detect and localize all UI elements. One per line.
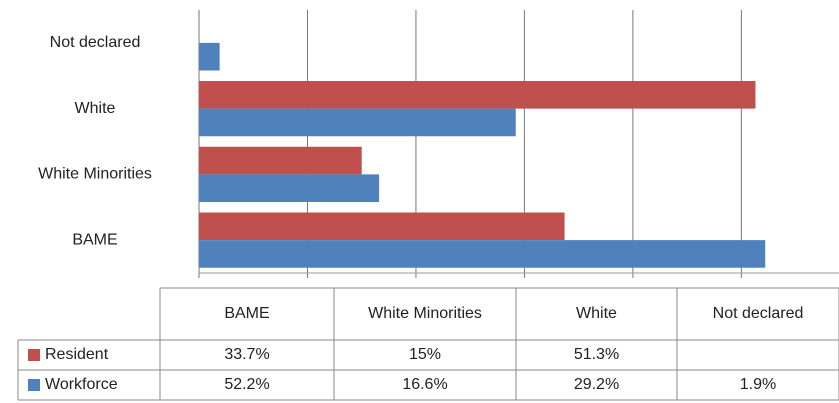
y-tick-label: Not declared <box>50 34 141 51</box>
table-value: 29.2% <box>574 376 619 393</box>
table-header: White Minorities <box>368 305 482 322</box>
bar <box>199 81 756 109</box>
table-header: BAME <box>224 305 270 322</box>
bar <box>199 240 766 268</box>
y-tick-label: White <box>75 100 116 117</box>
legend-label: Workforce <box>45 376 118 393</box>
table-header-text: White <box>576 305 617 322</box>
bar <box>199 108 516 137</box>
y-tick-label: White Minorities <box>38 166 152 183</box>
table-value: 33.7% <box>224 346 269 363</box>
table-header-text: White Minorities <box>368 305 482 322</box>
legend-swatch <box>28 379 40 391</box>
bar <box>199 42 220 71</box>
y-tick-label: BAME <box>72 231 117 248</box>
table-header-text: BAME <box>224 305 270 322</box>
table-header-text: Not declared <box>712 305 804 322</box>
table-header: Not declared <box>712 305 804 322</box>
bar <box>199 174 380 202</box>
table-value: 15% <box>409 346 441 363</box>
bar <box>199 146 362 175</box>
legend-swatch <box>28 349 40 361</box>
table-value: 16.6% <box>402 376 447 393</box>
bar <box>199 212 565 241</box>
table-value: 1.9% <box>740 376 776 393</box>
table-value: 51.3% <box>574 346 619 363</box>
legend-label: Resident <box>45 346 109 363</box>
table-value: 52.2% <box>224 376 269 393</box>
table-header: White <box>576 305 617 322</box>
